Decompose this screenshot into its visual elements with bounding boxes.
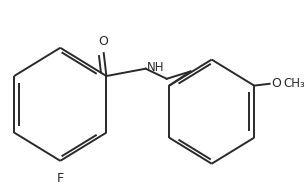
Text: NH: NH (147, 61, 165, 74)
Text: F: F (57, 172, 64, 185)
Text: CH₃: CH₃ (283, 77, 305, 90)
Text: O: O (99, 35, 109, 48)
Text: O: O (271, 77, 281, 90)
